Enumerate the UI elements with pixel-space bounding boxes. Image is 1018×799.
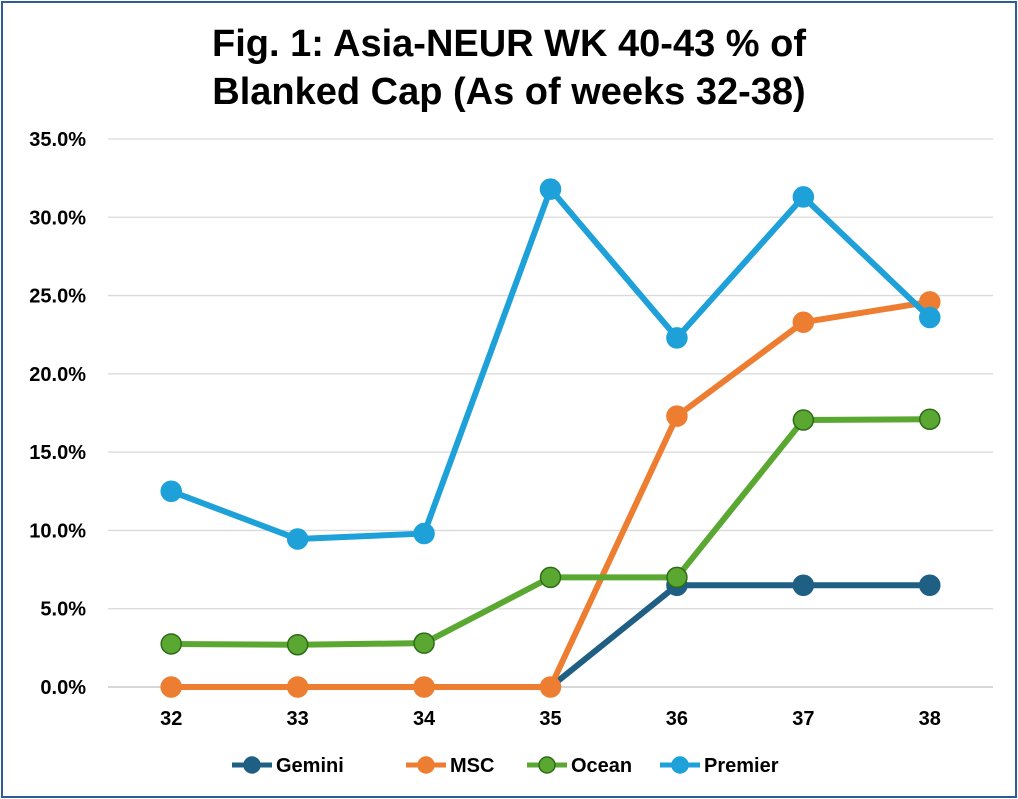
y-tick-label: 30.0% xyxy=(29,207,86,229)
data-point-msc xyxy=(286,676,309,698)
data-point-ocean xyxy=(413,632,435,654)
chart-title-line-1: Fig. 1: Asia-NEUR WK 40-43 % of xyxy=(212,23,806,65)
data-point-ocean xyxy=(919,408,941,431)
series-line-premier xyxy=(170,186,932,543)
data-point-premier xyxy=(413,522,435,545)
legend-marker-ocean xyxy=(538,756,556,774)
legend-marker-msc xyxy=(417,756,435,774)
y-tick-label: 0.0% xyxy=(40,677,86,699)
y-tick-label: 35.0% xyxy=(29,129,86,151)
data-point-gemini xyxy=(919,574,941,596)
y-tick-label: 15.0% xyxy=(29,442,86,464)
data-point-ocean xyxy=(160,633,182,655)
y-tick-label: 20.0% xyxy=(29,364,86,386)
data-point-premier xyxy=(160,480,182,503)
data-point-msc xyxy=(539,676,562,698)
y-tick-label: 25.0% xyxy=(29,286,86,308)
legend-label-gemini: Gemini xyxy=(276,755,344,777)
data-point-premier xyxy=(792,186,815,208)
x-tick-label: 32 xyxy=(160,708,182,730)
data-point-msc xyxy=(666,405,688,427)
x-tick-label: 36 xyxy=(666,708,688,730)
data-point-ocean xyxy=(792,409,815,431)
x-tick-label: 38 xyxy=(919,708,941,730)
x-tick-label: 37 xyxy=(792,708,814,730)
series-line-gemini xyxy=(548,582,930,690)
legend-label-msc: MSC xyxy=(450,755,494,777)
x-tick-label: 34 xyxy=(413,708,436,730)
data-point-ocean xyxy=(286,633,309,656)
x-tick-label: 33 xyxy=(287,708,309,730)
chart-title-line-2: Blanked Cap (As of weeks 32-38) xyxy=(212,71,805,113)
data-point-ocean xyxy=(539,566,562,589)
legend-label-ocean: Ocean xyxy=(571,755,632,777)
data-point-ocean xyxy=(666,566,688,589)
data-point-premier xyxy=(919,306,941,329)
y-tick-label: 5.0% xyxy=(40,599,86,621)
data-point-msc xyxy=(160,676,182,698)
data-point-gemini xyxy=(792,574,815,596)
data-point-msc xyxy=(413,676,435,698)
legend-label-premier: Premier xyxy=(704,755,779,777)
data-point-premier xyxy=(286,528,309,550)
y-tick-label: 10.0% xyxy=(29,520,86,542)
legend-marker-premier xyxy=(671,756,689,774)
data-point-premier xyxy=(666,327,688,349)
series-line-msc xyxy=(171,298,931,690)
data-point-premier xyxy=(539,178,562,200)
data-point-msc xyxy=(792,311,815,333)
legend-marker-gemini xyxy=(243,756,261,774)
x-tick-label: 35 xyxy=(539,708,561,730)
